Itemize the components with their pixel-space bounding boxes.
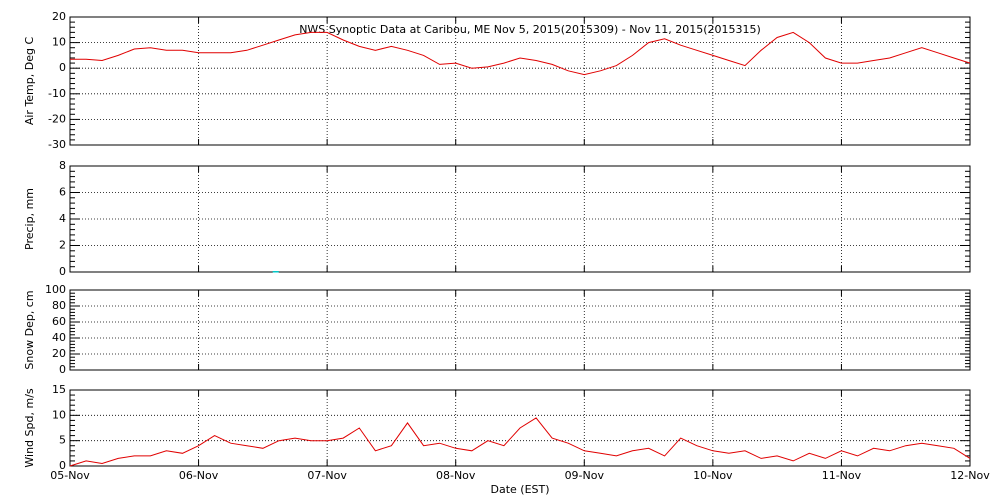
y-axis-label: Wind Spd, m/s <box>23 388 36 468</box>
y-tick-label: 20 <box>52 347 66 360</box>
y-tick-label: 4 <box>59 212 66 225</box>
x-tick-label: 10-Nov <box>693 469 733 482</box>
data-line <box>69 417 971 467</box>
y-tick-label: 0 <box>59 459 66 472</box>
x-tick-label: 08-Nov <box>436 469 476 482</box>
y-tick-label: -10 <box>48 87 66 100</box>
y-tick-label: 10 <box>52 408 66 421</box>
x-tick-label: 06-Nov <box>179 469 219 482</box>
y-tick-label: 8 <box>59 159 66 172</box>
precip-bar <box>272 271 279 273</box>
y-tick-label: 40 <box>52 331 66 344</box>
plot-frame <box>69 165 971 273</box>
y-tick-label: 100 <box>45 283 66 296</box>
x-tick-label: 12-Nov <box>950 469 990 482</box>
plot-frame <box>69 289 971 371</box>
y-tick-label: 15 <box>52 383 66 396</box>
y-tick-label: 0 <box>59 265 66 278</box>
y-tick-label: 2 <box>59 239 66 252</box>
y-tick-label: -20 <box>48 112 66 125</box>
x-axis-label: Date (EST) <box>490 483 549 496</box>
x-tick-label: 07-Nov <box>307 469 347 482</box>
plot-frame <box>69 389 971 467</box>
y-axis-label: Precip, mm <box>23 188 36 250</box>
y-tick-label: 0 <box>59 363 66 376</box>
plot-frame <box>69 16 971 146</box>
y-tick-label: 0 <box>59 61 66 74</box>
x-tick-label: 05-Nov <box>50 469 90 482</box>
y-tick-label: 20 <box>52 10 66 23</box>
y-tick-label: 5 <box>59 434 66 447</box>
x-tick-label: 09-Nov <box>565 469 605 482</box>
y-tick-label: -30 <box>48 138 66 151</box>
y-axis-label: Air Temp, Deg C <box>23 37 36 126</box>
y-tick-label: 60 <box>52 315 66 328</box>
data-line <box>70 31 971 76</box>
y-axis-label: Snow Dep, cm <box>23 290 36 369</box>
x-tick-label: 11-Nov <box>822 469 862 482</box>
chart-title: NWS Synoptic Data at Caribou, ME Nov 5, … <box>299 23 761 36</box>
y-tick-label: 6 <box>59 186 66 199</box>
y-tick-label: 80 <box>52 299 66 312</box>
y-tick-label: 10 <box>52 36 66 49</box>
